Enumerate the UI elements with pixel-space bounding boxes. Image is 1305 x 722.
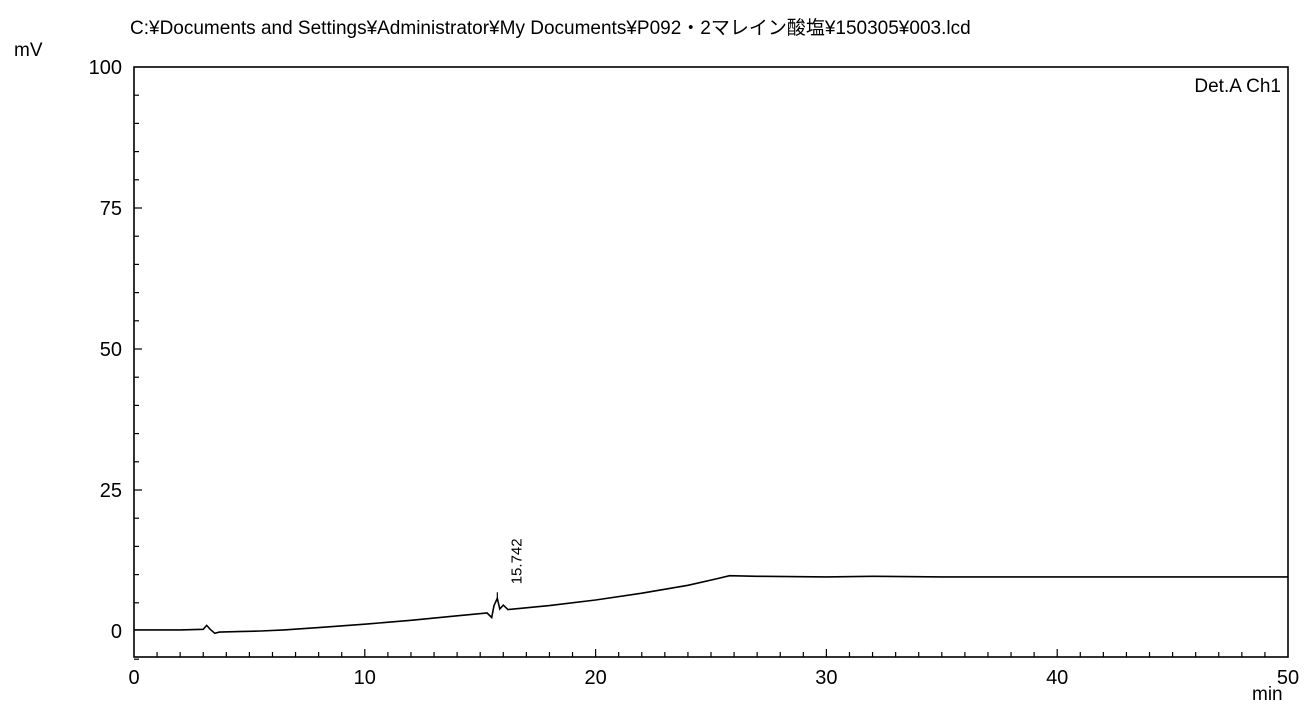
y-tick-label: 75 xyxy=(100,198,122,220)
x-tick-label: 40 xyxy=(1046,667,1068,689)
x-tick-label: 20 xyxy=(584,667,606,689)
y-tick-label: 100 xyxy=(89,57,122,79)
plot-frame xyxy=(133,66,1289,658)
y-tick-label: 25 xyxy=(100,480,122,502)
x-tick-label: 10 xyxy=(354,667,376,689)
file-path-title: C:¥Documents and Settings¥Administrator¥… xyxy=(130,17,971,39)
y-axis-unit-label: mV xyxy=(14,40,43,61)
x-tick-label: 0 xyxy=(128,667,139,689)
peak-retention-label: 15.742 xyxy=(508,538,525,584)
y-tick-label: 50 xyxy=(100,339,122,361)
y-tick-label: 0 xyxy=(111,621,122,643)
x-tick-label: 50 xyxy=(1277,667,1299,689)
chromatogram-trace xyxy=(134,574,1288,635)
x-axis-unit-label: min xyxy=(1252,684,1283,705)
axis-layer: 0 25 50 75 100 0 10 20 30 40 50 xyxy=(89,57,1300,689)
channel-label: Det.A Ch1 xyxy=(1194,76,1281,97)
x-tick-label: 30 xyxy=(815,667,837,689)
peak-layer: 15.742 xyxy=(496,538,525,602)
